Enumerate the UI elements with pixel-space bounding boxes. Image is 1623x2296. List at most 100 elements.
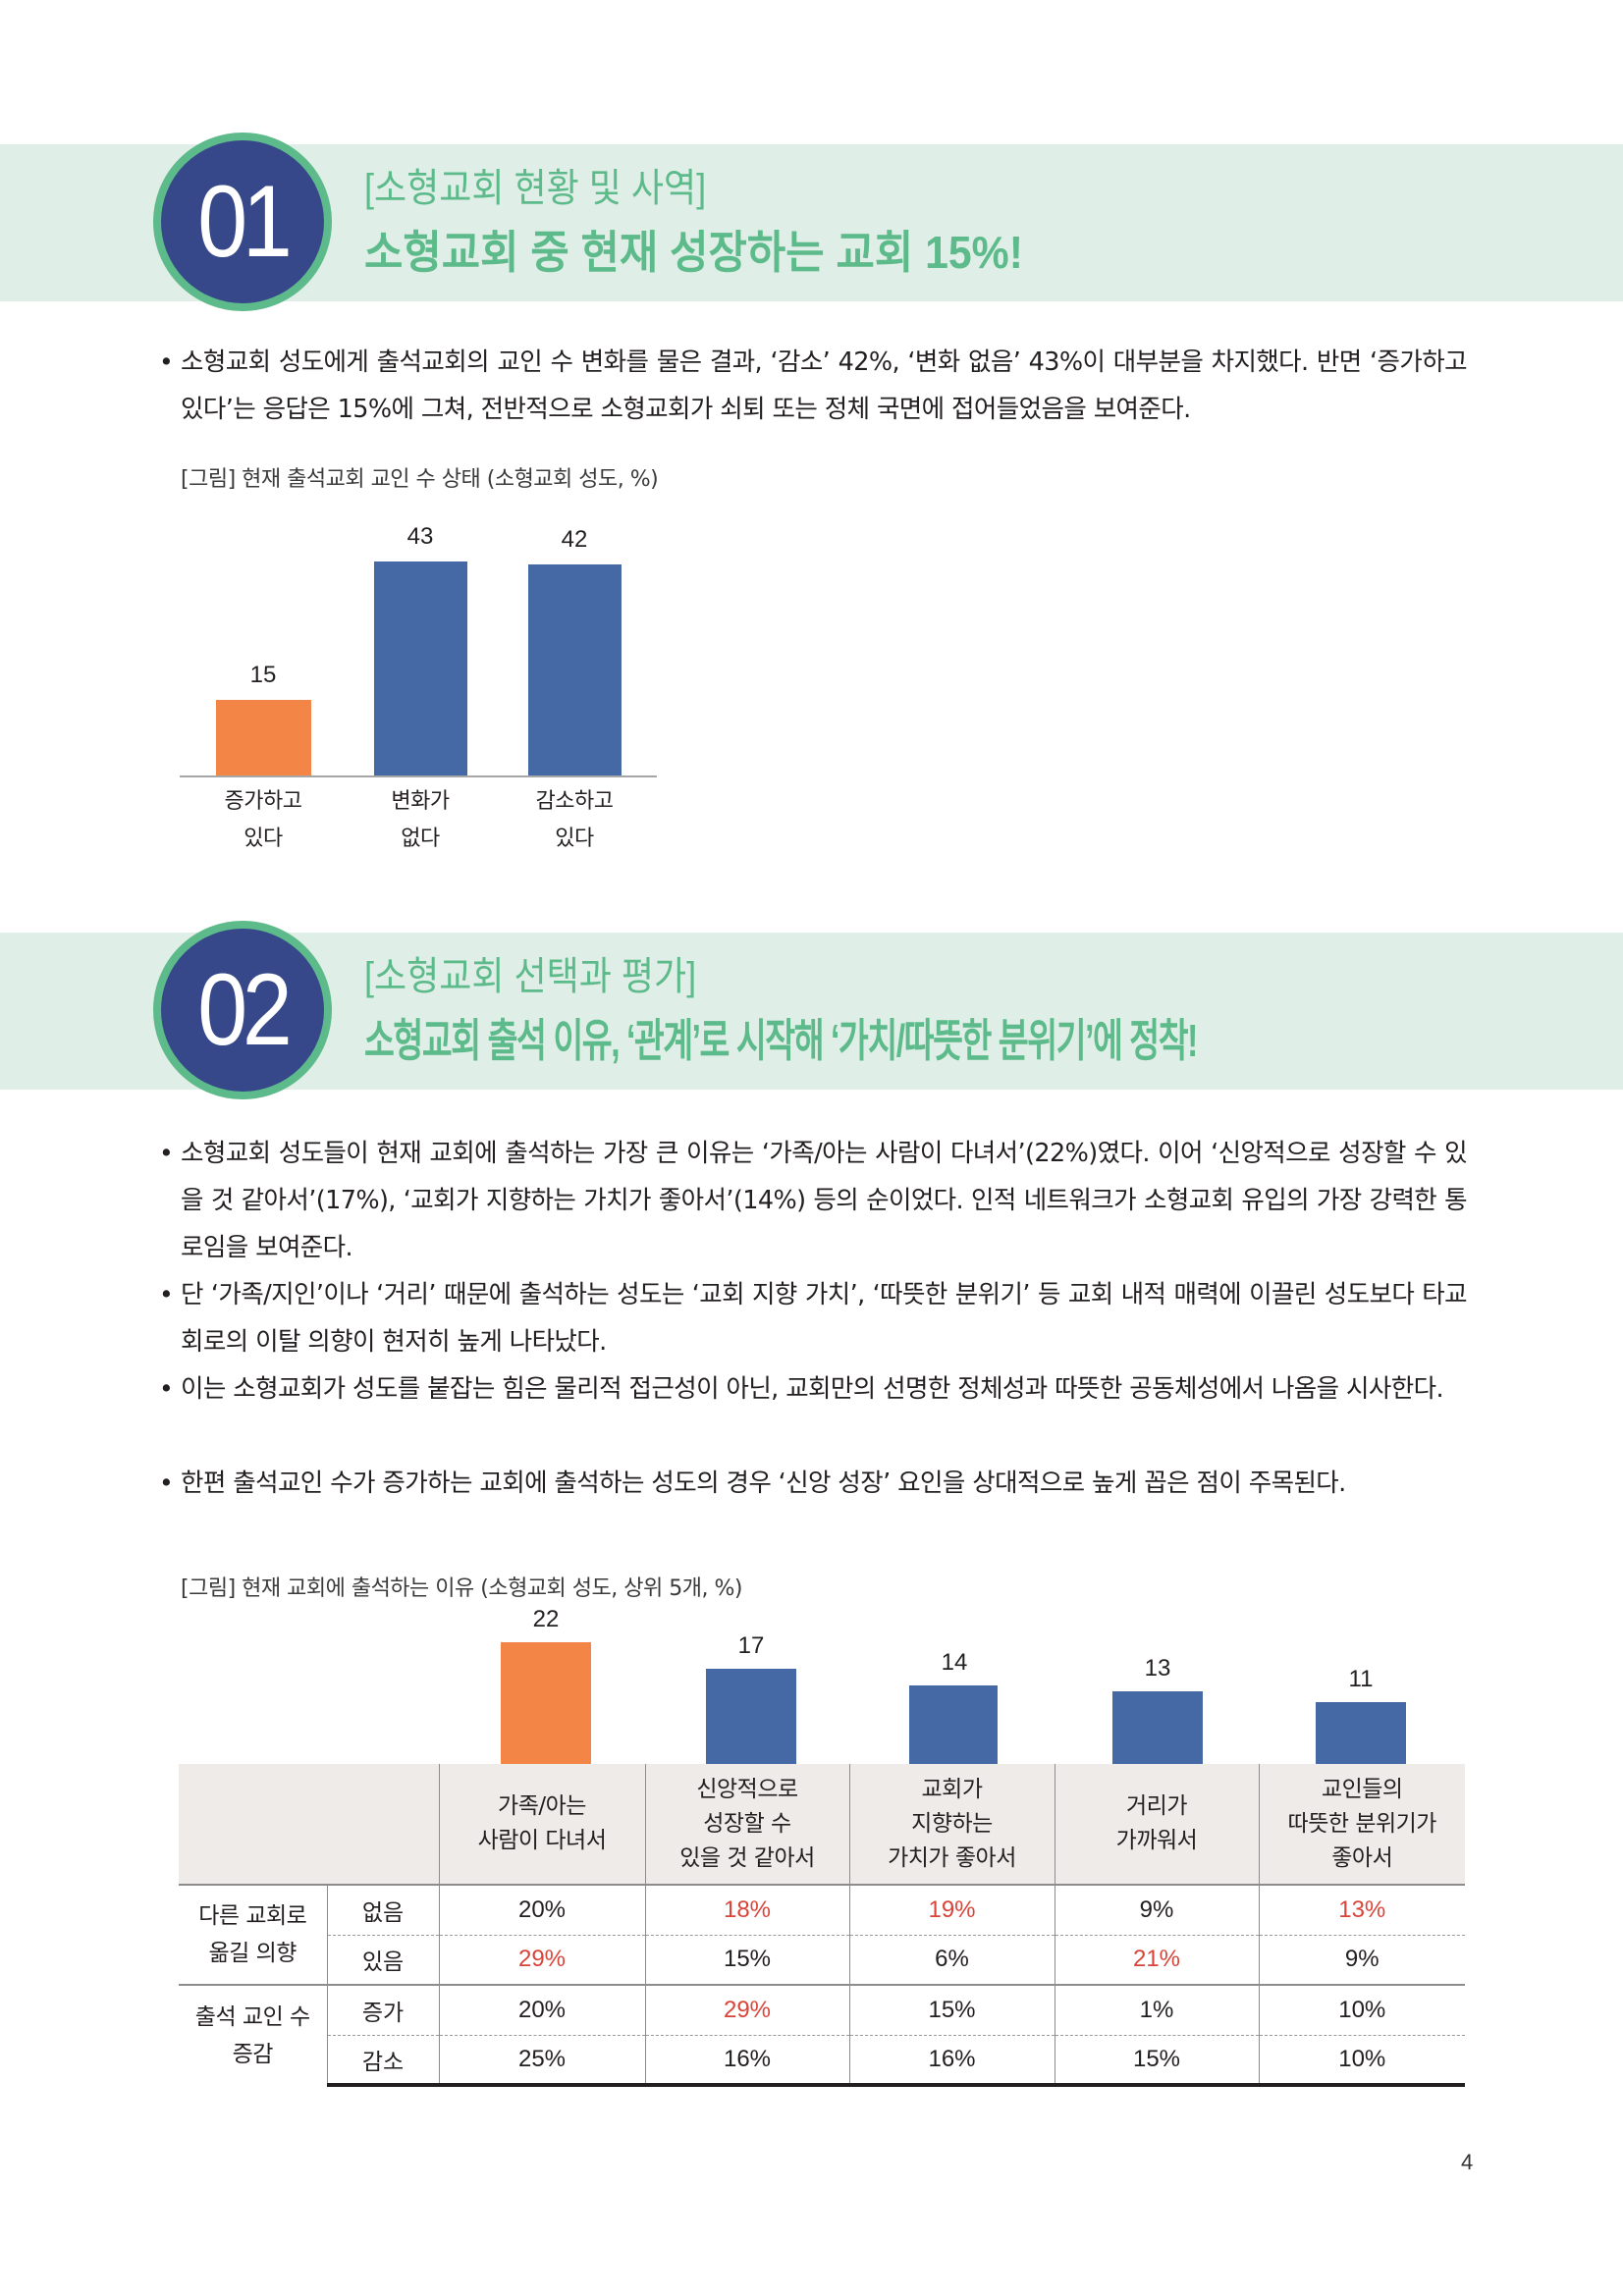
table-cell: 1% — [1054, 1984, 1259, 2035]
header-line: 좋아서 — [1331, 1844, 1393, 1871]
section-01-number-badge: 01 — [153, 133, 332, 311]
section-01-paragraph-1: 소형교회 성도에게 출석교회의 교인 수 변화를 물은 결과, ‘감소’ 42%… — [181, 347, 1468, 424]
table-cell: 20% — [438, 1984, 645, 2035]
header-line: 교회가 — [921, 1776, 983, 1802]
section-02-subtitle: [소형교회 선택과 평가] — [364, 955, 697, 998]
bullet-icon: • — [159, 1468, 174, 1497]
chart-1-x-axis — [180, 775, 657, 777]
column-header: 교회가 지향하는 가치가 좋아서 — [848, 1764, 1055, 1885]
chart-2-bar-church-values — [909, 1685, 998, 1764]
chart-2-value-label: 17 — [737, 1632, 765, 1659]
row-label: 있음 — [326, 1934, 439, 1985]
group-line: 옮길 의향 — [208, 1941, 298, 1966]
header-line: 신앙적으로 — [696, 1776, 798, 1802]
table-cell-highlight: 29% — [438, 1934, 645, 1985]
row-label: 증가 — [326, 1984, 439, 2035]
category-line: 증가하고 — [224, 789, 302, 814]
table-cell-highlight: 21% — [1054, 1934, 1259, 1985]
column-header: 거리가 가까워서 — [1054, 1764, 1259, 1885]
chart-1-bar-no-change — [374, 561, 467, 775]
section-02-paragraph-4: 한편 출석교인 수가 증가하는 교회에 출석하는 성도의 경우 ‘신앙 성장’ … — [181, 1468, 1346, 1498]
header-line: 교인들의 — [1321, 1776, 1403, 1802]
header-line: 지향하는 — [911, 1810, 993, 1837]
table-cell-highlight: 18% — [644, 1884, 849, 1935]
row-label: 없음 — [326, 1884, 439, 1935]
chart-2-bar-warm-atmosphere — [1316, 1702, 1406, 1764]
chart-1-category-label: 감소하고 있다 — [501, 783, 648, 858]
section-01-subtitle: [소형교회 현황 및 사역] — [364, 167, 707, 210]
header-line: 가치가 좋아서 — [888, 1844, 1016, 1871]
table-cell-highlight: 13% — [1258, 1884, 1465, 1935]
chart-1-value-label: 15 — [249, 662, 277, 688]
table-cell: 9% — [1258, 1934, 1465, 1985]
table-row: 다른 교회로 옮길 의향 없음 20% 18% 19% 9% 13% — [179, 1884, 1465, 1985]
table-cell: 15% — [1054, 2034, 1259, 2087]
header-line: 사람이 다녀서 — [477, 1828, 607, 1853]
table-cell: 15% — [848, 1984, 1055, 2035]
table-row: 출석 교인 수 증감 증가 20% 29% 15% 1% 10% — [179, 1984, 1465, 2085]
table-cell: 16% — [644, 2034, 849, 2087]
row-group-label: 출석 교인 수 증감 — [179, 1984, 327, 2085]
header-line: 있을 것 같아서 — [679, 1844, 815, 1871]
table-row: 있음 29% 15% 6% 21% 9% — [179, 1934, 1465, 1985]
chart-2-value-label: 11 — [1348, 1666, 1374, 1692]
group-line: 다른 교회로 — [198, 1903, 307, 1929]
row-group-label: 다른 교회로 옮길 의향 — [179, 1884, 327, 1985]
table-cell: 9% — [1054, 1884, 1259, 1935]
category-line: 감소하고 — [535, 789, 614, 814]
table-cell: 16% — [848, 2034, 1055, 2087]
chart-1-value-label: 43 — [406, 523, 434, 550]
category-line: 있다 — [243, 827, 283, 851]
table-row: 감소 25% 16% 16% 15% 10% — [179, 2034, 1465, 2087]
chart-1-category-label: 변화가 없다 — [347, 783, 494, 858]
header-line: 가까워서 — [1115, 1828, 1198, 1853]
table-cell: 15% — [644, 1934, 849, 1985]
chart-1-category-label: 증가하고 있다 — [189, 783, 337, 858]
section-01-number: 01 — [197, 165, 293, 279]
chart-2-value-label: 14 — [941, 1649, 968, 1676]
section-02-number-badge: 02 — [153, 921, 332, 1099]
chart-2-bar-faith-growth — [706, 1669, 796, 1764]
header-line: 성장할 수 — [703, 1810, 791, 1837]
page-number: 4 — [1461, 2150, 1474, 2174]
reasons-crosstab-table: 가족/아는 사람이 다녀서 신앙적으로 성장할 수 있을 것 같아서 교회가 지… — [179, 1764, 1465, 2087]
header-line: 거리가 — [1126, 1793, 1187, 1819]
column-header: 교인들의 따뜻한 분위기가 좋아서 — [1258, 1764, 1465, 1885]
section-02-number: 02 — [197, 953, 293, 1067]
chart-2-bar-distance — [1112, 1691, 1203, 1764]
category-line: 없다 — [401, 827, 440, 851]
table-header-row: 가족/아는 사람이 다녀서 신앙적으로 성장할 수 있을 것 같아서 교회가 지… — [179, 1764, 1465, 1885]
row-label: 감소 — [326, 2034, 439, 2087]
section-02-title: 소형교회 출석 이유, ‘관계’로 시작해 ‘가치/따뜻한 분위기’에 정착! — [364, 1015, 1198, 1066]
chart-2-caption: [그림] 현재 교회에 출석하는 이유 (소형교회 성도, 상위 5개, %) — [181, 1576, 742, 1601]
group-line: 출석 교인 수 — [194, 2003, 310, 2030]
column-header: 신앙적으로 성장할 수 있을 것 같아서 — [644, 1764, 849, 1885]
table-cell: 10% — [1258, 1984, 1465, 2035]
chart-1-bar-increasing — [216, 700, 311, 775]
table-cell-highlight: 29% — [644, 1984, 849, 2035]
table-cell: 25% — [438, 2034, 645, 2087]
bullet-icon: • — [159, 1374, 174, 1403]
header-line: 가족/아는 — [498, 1793, 586, 1819]
bullet-icon: • — [159, 1139, 174, 1167]
section-01-title: 소형교회 중 현재 성장하는 교회 15%! — [364, 227, 1023, 278]
chart-2-value-label: 13 — [1144, 1655, 1171, 1682]
table-cell: 10% — [1258, 2034, 1465, 2087]
header-line: 따뜻한 분위기가 — [1287, 1810, 1437, 1837]
category-line: 변화가 — [391, 789, 450, 814]
chart-2-bar-family-acquaintance — [501, 1642, 591, 1764]
chart-1-bar-decreasing — [528, 564, 622, 775]
table-cell-highlight: 19% — [848, 1884, 1055, 1935]
section-02-paragraph-2: 단 ‘가족/지인’이나 ‘거리’ 때문에 출석하는 성도는 ‘교회 지향 가치’… — [181, 1280, 1468, 1357]
category-line: 있다 — [555, 827, 594, 851]
chart-1-caption: [그림] 현재 출석교회 교인 수 상태 (소형교회 성도, %) — [181, 467, 659, 492]
section-02-paragraph-3: 이는 소형교회가 성도를 붙잡는 힘은 물리적 접근성이 아닌, 교회만의 선명… — [181, 1374, 1444, 1404]
section-02-paragraph-1: 소형교회 성도들이 현재 교회에 출석하는 가장 큰 이유는 ‘가족/아는 사람… — [181, 1139, 1468, 1262]
bullet-icon: • — [159, 347, 174, 376]
column-header: 가족/아는 사람이 다녀서 — [438, 1764, 645, 1885]
chart-1-value-label: 42 — [561, 526, 588, 553]
group-line: 증감 — [232, 2041, 274, 2067]
table-cell: 20% — [438, 1884, 645, 1935]
chart-2-value-label: 22 — [532, 1606, 560, 1632]
table-corner-cell — [179, 1764, 439, 1885]
